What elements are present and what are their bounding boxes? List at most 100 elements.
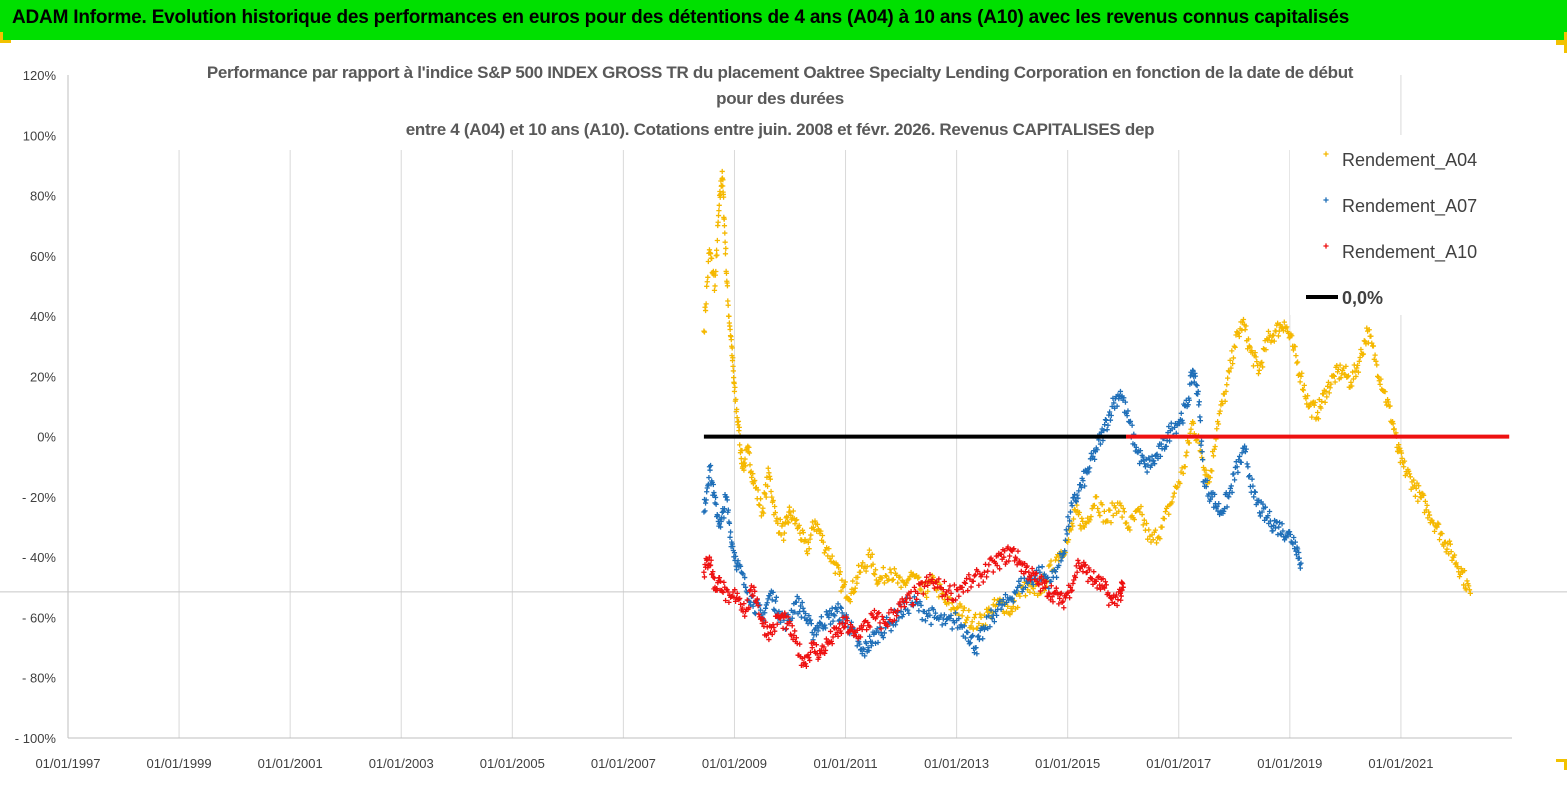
data-point	[951, 582, 957, 588]
data-point	[1094, 447, 1100, 453]
data-point	[1097, 582, 1103, 588]
data-point	[1193, 437, 1199, 444]
data-point	[1072, 498, 1079, 504]
data-point	[1284, 324, 1290, 330]
data-point	[740, 571, 746, 577]
data-point	[1260, 346, 1267, 352]
data-point	[1304, 401, 1310, 407]
data-point	[990, 569, 996, 575]
data-point	[952, 610, 959, 616]
data-point	[830, 618, 836, 624]
data-point	[1252, 489, 1259, 495]
data-point	[1141, 457, 1147, 463]
data-point	[1251, 494, 1257, 500]
x-tick-label: 01/01/2013	[924, 756, 989, 771]
data-point	[836, 571, 843, 578]
data-point	[731, 374, 737, 381]
data-point	[842, 579, 848, 585]
data-point	[1177, 480, 1183, 487]
data-point	[1421, 492, 1427, 498]
data-point	[949, 626, 955, 632]
data-point	[1309, 414, 1315, 420]
data-point	[884, 573, 890, 579]
data-point	[960, 589, 966, 595]
data-point	[969, 619, 975, 625]
data-point	[725, 507, 731, 513]
data-point	[1089, 505, 1095, 512]
data-point	[965, 587, 971, 594]
data-point	[1424, 502, 1430, 508]
data-point	[721, 579, 727, 586]
data-point	[1088, 513, 1094, 520]
x-tick-label: 01/01/2005	[480, 756, 545, 771]
data-point	[855, 562, 862, 569]
data-point	[987, 624, 993, 630]
data-point	[730, 368, 736, 374]
data-point	[1068, 500, 1074, 506]
data-point	[1000, 597, 1006, 603]
data-point	[719, 168, 725, 175]
data-point	[752, 588, 758, 594]
data-point	[789, 623, 795, 629]
data-point	[876, 578, 882, 584]
data-point	[872, 571, 878, 578]
report-banner: ADAM Informe. Evolution historique des p…	[0, 0, 1567, 40]
data-point	[1033, 570, 1039, 576]
data-point	[1401, 458, 1408, 464]
data-point	[1073, 499, 1079, 505]
data-point	[991, 618, 997, 625]
data-point	[970, 578, 976, 584]
y-tick-label: - 20%	[22, 490, 56, 505]
data-point	[1152, 461, 1158, 467]
data-point	[855, 574, 861, 580]
data-point	[1256, 367, 1262, 373]
data-point	[1255, 500, 1261, 506]
data-point	[1298, 373, 1304, 379]
data-point	[859, 626, 865, 633]
data-point	[1086, 469, 1092, 475]
data-point	[969, 633, 975, 640]
data-point	[1252, 349, 1258, 356]
x-tick-label: 01/01/2015	[1035, 756, 1100, 771]
data-point	[768, 488, 774, 495]
data-point	[782, 610, 788, 616]
data-point	[860, 623, 866, 629]
y-tick-label: - 40%	[22, 550, 56, 565]
data-point	[1374, 362, 1380, 368]
data-point	[737, 595, 743, 602]
data-point	[826, 546, 832, 552]
data-point	[706, 474, 712, 481]
data-point	[978, 614, 984, 621]
data-point	[724, 497, 730, 503]
data-point	[1014, 588, 1020, 594]
data-point	[1007, 612, 1013, 618]
data-point	[732, 598, 739, 604]
data-point	[714, 237, 720, 244]
data-point	[764, 474, 770, 480]
data-point	[726, 520, 733, 526]
data-point	[940, 587, 946, 593]
data-point	[1105, 590, 1111, 596]
data-point	[1048, 578, 1054, 584]
data-point	[1280, 528, 1286, 534]
data-point	[842, 620, 849, 627]
data-point	[1085, 578, 1091, 585]
data-point	[774, 621, 780, 627]
data-point	[902, 596, 909, 602]
data-point	[720, 194, 727, 200]
data-point	[1118, 394, 1124, 400]
data-point	[762, 610, 768, 616]
data-point	[1062, 548, 1068, 554]
data-point	[794, 517, 800, 523]
data-point	[997, 566, 1003, 572]
data-point	[833, 625, 839, 631]
data-point	[837, 569, 843, 575]
data-point	[1127, 419, 1133, 425]
data-point	[924, 611, 930, 617]
data-point	[1277, 531, 1283, 537]
data-point	[724, 283, 731, 289]
data-point	[1063, 527, 1069, 533]
data-point	[1198, 438, 1205, 444]
data-point	[970, 632, 976, 639]
data-point	[920, 591, 926, 597]
